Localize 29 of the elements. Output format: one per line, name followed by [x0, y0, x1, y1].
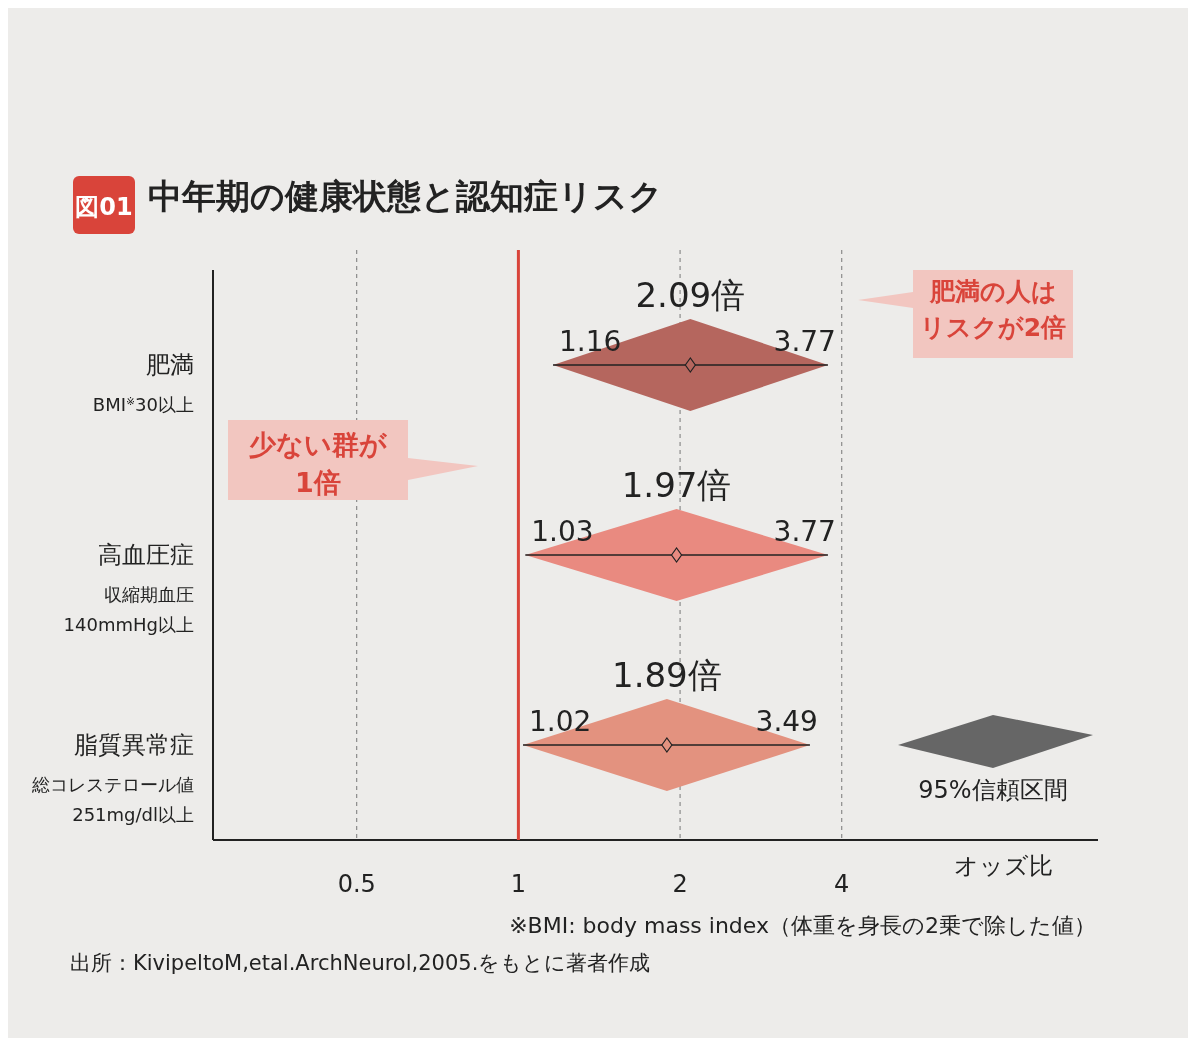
x-tick-label: 4	[834, 870, 850, 898]
annotation: 1.03	[531, 515, 594, 548]
text: ※BMI: body mass index（体重を身長の2乗で除した値）	[509, 913, 1096, 938]
ref-line-label: 少ない群が 1倍	[249, 429, 388, 498]
data-label: 1.97倍	[621, 465, 732, 505]
y-tick-label: 肥満	[146, 351, 194, 379]
text: 収縮期血圧	[104, 584, 194, 605]
x-tick-label: 1	[510, 870, 527, 898]
annotation: 肥満の人はリスクが2倍	[919, 277, 1067, 342]
y-tick-label: 脂質異常症	[74, 731, 194, 759]
text: BMI$^{※}$30以上	[92, 394, 194, 415]
text: 出所：KivipeltoM,etal.ArchNeurol,2005.をもとに著者作成	[70, 951, 651, 975]
text: 総コレステロール値	[31, 774, 194, 795]
annotation: 1.16	[559, 325, 622, 358]
caption: 図01	[75, 193, 133, 221]
text: 251mg/dl以上	[72, 804, 194, 825]
annotation: 95%信頼区間	[918, 776, 1068, 804]
data-label: 1.89倍	[612, 655, 722, 695]
annotation: 3.77	[773, 325, 836, 358]
x-axis-title: オッズ比	[953, 852, 1053, 880]
x-tick-label: 2	[672, 870, 688, 898]
chart-title: 中年期の健康状態と認知症リスク	[148, 176, 663, 216]
y-tick-label: 高血圧症	[98, 541, 194, 569]
annotation: 3.77	[773, 515, 836, 548]
data-label: 2.09倍	[635, 275, 746, 315]
text: 140mmHg以上	[63, 614, 194, 635]
x-tick-label: 0.5	[337, 870, 376, 898]
annotation: 1.02	[529, 705, 592, 738]
annotation: 3.49	[755, 705, 818, 738]
